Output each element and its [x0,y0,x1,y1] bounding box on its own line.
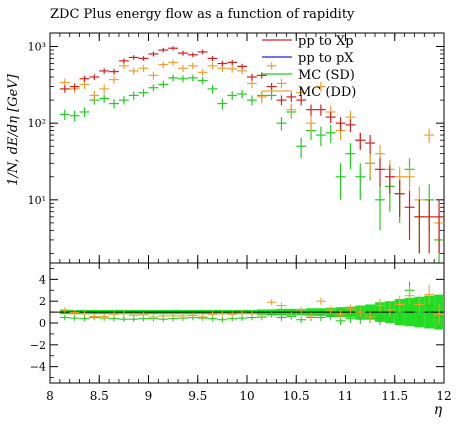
y-tick-label-main: 10¹ [28,194,46,207]
legend-label: MC (SD) [298,68,355,83]
x-tick-label: 10.5 [283,389,310,403]
x-tick-label: 9.5 [188,389,207,403]
x-tick-label: 12 [436,389,451,403]
x-tick-label: 8.5 [90,389,109,403]
legend: pp to Xp pp to pX MC (SD) MC (DD) [262,34,356,100]
main-panel: 10¹ 10² 10³ [28,32,445,264]
x-tick-label: 9 [145,389,153,403]
x-tick-label: 8 [46,389,54,403]
x-tick-label: 11 [338,389,353,403]
y-tick-label-main: 10³ [28,41,46,54]
legend-label: pp to pX [298,51,354,66]
y-axis-label: 1/N, dE/dη [GeV] [6,73,21,185]
main-panel-frame [49,32,445,264]
y-tick-label-ratio: −2 [30,339,46,352]
y-tick-label-ratio: 2 [39,295,46,308]
x-tick-label: 10 [239,389,254,403]
x-tick-label: 11.5 [381,389,408,403]
legend-label: pp to Xp [298,34,354,49]
legend-label: MC (DD) [298,85,356,100]
x-axis-label: η [434,402,443,418]
chart-title: ZDC Plus energy flow as a function of ra… [50,7,355,22]
y-tick-label-ratio: 0 [39,317,46,330]
y-tick-label-ratio: −4 [30,361,46,374]
ratio-panel: 8 8.5 9 9.5 10 10.5 11 11.5 12 −4 −2 0 2 4 [30,262,452,403]
y-tick-label-ratio: 4 [39,273,46,286]
y-tick-label-main: 10² [28,117,46,130]
